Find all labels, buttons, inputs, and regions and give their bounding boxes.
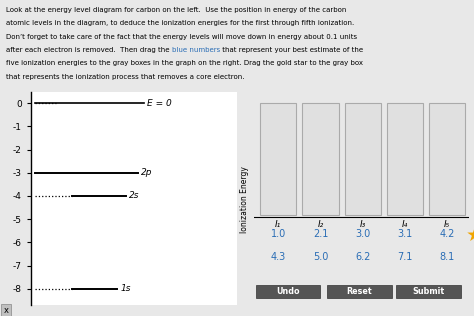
FancyBboxPatch shape [302,103,338,215]
Text: that represent your best estimate of the: that represent your best estimate of the [220,47,363,53]
Text: 7.1: 7.1 [397,252,413,262]
FancyBboxPatch shape [387,103,423,215]
Text: 2s: 2s [129,191,139,200]
FancyBboxPatch shape [260,103,296,215]
Text: 1s: 1s [120,284,131,293]
Text: Reset: Reset [346,287,372,296]
FancyBboxPatch shape [396,285,461,298]
Text: I₁: I₁ [275,220,281,229]
Text: that represents the ionization process that removes a core electron.: that represents the ionization process t… [6,74,245,80]
Text: x: x [4,306,9,315]
Text: ★: ★ [465,226,474,245]
Text: 8.1: 8.1 [440,252,455,262]
Text: 6.2: 6.2 [355,252,370,262]
Text: Don’t forget to take care of the fact that the energy levels will move down in e: Don’t forget to take care of the fact th… [6,34,357,40]
FancyBboxPatch shape [256,285,320,298]
Text: I₂: I₂ [317,220,324,229]
Text: Ionization Energy: Ionization Energy [240,166,248,233]
Text: 2.1: 2.1 [313,229,328,239]
Text: Submit: Submit [412,287,444,296]
Text: atomic levels in the diagram, to deduce the ionization energies for the first th: atomic levels in the diagram, to deduce … [6,21,355,27]
Text: I₃: I₃ [360,220,366,229]
Text: 2p: 2p [141,168,153,177]
Text: Look at the energy level diagram for carbon on the left.  Use the position in en: Look at the energy level diagram for car… [6,7,346,13]
Text: 4.3: 4.3 [271,252,286,262]
Text: 3.0: 3.0 [355,229,370,239]
Text: after each electron is removed.  Then drag the: after each electron is removed. Then dra… [6,47,172,53]
Text: five ionization energies to the gray boxes in the graph on the right. Drag the g: five ionization energies to the gray box… [6,60,363,66]
Text: 5.0: 5.0 [313,252,328,262]
FancyBboxPatch shape [345,103,381,215]
Text: 1.0: 1.0 [271,229,286,239]
FancyBboxPatch shape [429,103,465,215]
Text: I₄: I₄ [402,220,408,229]
Text: Undo: Undo [276,287,300,296]
FancyBboxPatch shape [327,285,392,298]
Text: blue numbers: blue numbers [172,47,220,53]
Text: 3.1: 3.1 [397,229,412,239]
Text: E = 0: E = 0 [147,99,172,108]
Text: 4.2: 4.2 [439,229,455,239]
Text: I₅: I₅ [444,220,450,229]
